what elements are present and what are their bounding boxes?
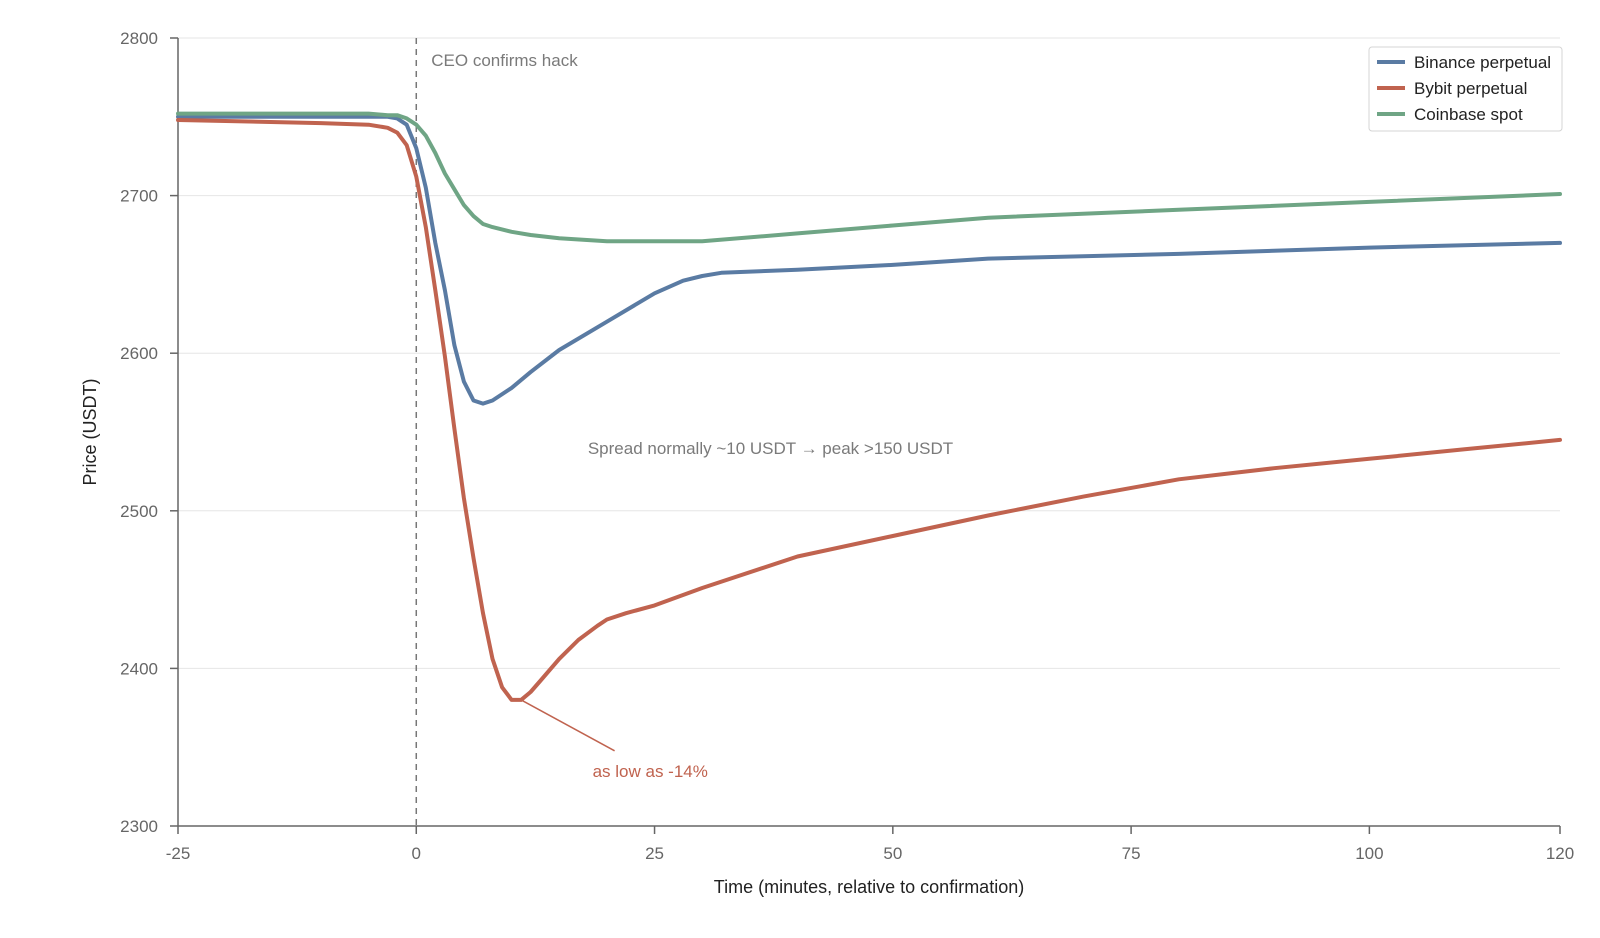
- y-tick-label: 2400: [120, 659, 158, 678]
- x-tick-label: 120: [1546, 844, 1574, 863]
- x-axis-title: Time (minutes, relative to confirmation): [714, 877, 1024, 897]
- legend-label: Coinbase spot: [1414, 105, 1523, 124]
- axes: 2300 2400 2500 2600 2700 2800 -25 0 25 50 75 100 120…: [80, 29, 1574, 897]
- confirmation-annotation: CEO confirms hack: [431, 51, 578, 70]
- low-point-leader-line: [520, 699, 615, 752]
- x-tick-label: -25: [166, 844, 191, 863]
- series-line-coinbase-spot: [176, 111, 1562, 244]
- y-axis-title: Price (USDT): [80, 379, 100, 486]
- spread-annotation: Spread normally ~10 USDT → peak >150 USD…: [588, 439, 953, 458]
- series-line-binance-perpetual: [176, 114, 1562, 406]
- y-tick-label: 2500: [120, 502, 158, 521]
- legend: Binance perpetual Bybit perpetual Coinbase…: [1368, 46, 1563, 132]
- x-tick-label: 0: [412, 844, 421, 863]
- y-tick-label: 2700: [120, 187, 158, 206]
- y-tick-label: 2800: [120, 29, 158, 48]
- low-point-annotation: as low as -14%: [593, 762, 708, 781]
- grid-lines: [178, 37, 1560, 669]
- legend-label: Bybit perpetual: [1414, 79, 1527, 98]
- x-tick-label: 100: [1355, 844, 1383, 863]
- series-line-bybit-perpetual: [176, 118, 1562, 702]
- y-tick-label: 2600: [120, 344, 158, 363]
- x-tick-label: 75: [1122, 844, 1141, 863]
- series-lines: [176, 111, 1562, 702]
- x-tick-label: 25: [645, 844, 664, 863]
- legend-box: [1368, 46, 1563, 132]
- legend-label: Binance perpetual: [1414, 53, 1551, 72]
- y-tick-label: 2300: [120, 817, 158, 836]
- x-tick-label: 50: [883, 844, 902, 863]
- annotations: CEO confirms hack Spread normally ~10 USD…: [415, 38, 953, 826]
